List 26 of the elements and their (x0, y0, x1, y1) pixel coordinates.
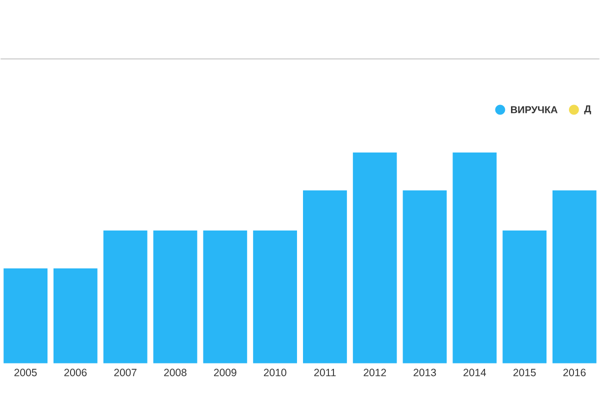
x-tick-label: 2013 (414, 368, 436, 376)
x-tick-label: 2016 (563, 368, 586, 376)
x-tick-label: 2005 (14, 368, 37, 376)
bar (402, 190, 447, 364)
x-tick-label: 2009 (214, 368, 236, 376)
bar (452, 152, 497, 364)
bar (203, 230, 248, 364)
bar (552, 190, 596, 364)
x-tick-label: 2007 (114, 368, 136, 376)
x-tick-label: 2015 (513, 368, 536, 376)
bar (502, 230, 547, 364)
x-tick-label: 2012 (364, 368, 386, 376)
bar (103, 230, 148, 364)
x-tick-label: 2008 (164, 368, 186, 376)
x-tick-label: 2011 (314, 368, 336, 376)
x-tick-label: 2006 (64, 368, 87, 376)
bar (253, 230, 298, 364)
x-tick-label: 2010 (264, 368, 286, 376)
bar (352, 152, 397, 364)
bar (303, 190, 347, 364)
bar (4, 268, 48, 364)
bar (54, 268, 98, 364)
bar (153, 230, 198, 364)
legend-label: Д (584, 105, 592, 114)
x-tick-label: 2014 (464, 368, 486, 376)
legend-label: ВИРУЧКА (511, 106, 558, 114)
